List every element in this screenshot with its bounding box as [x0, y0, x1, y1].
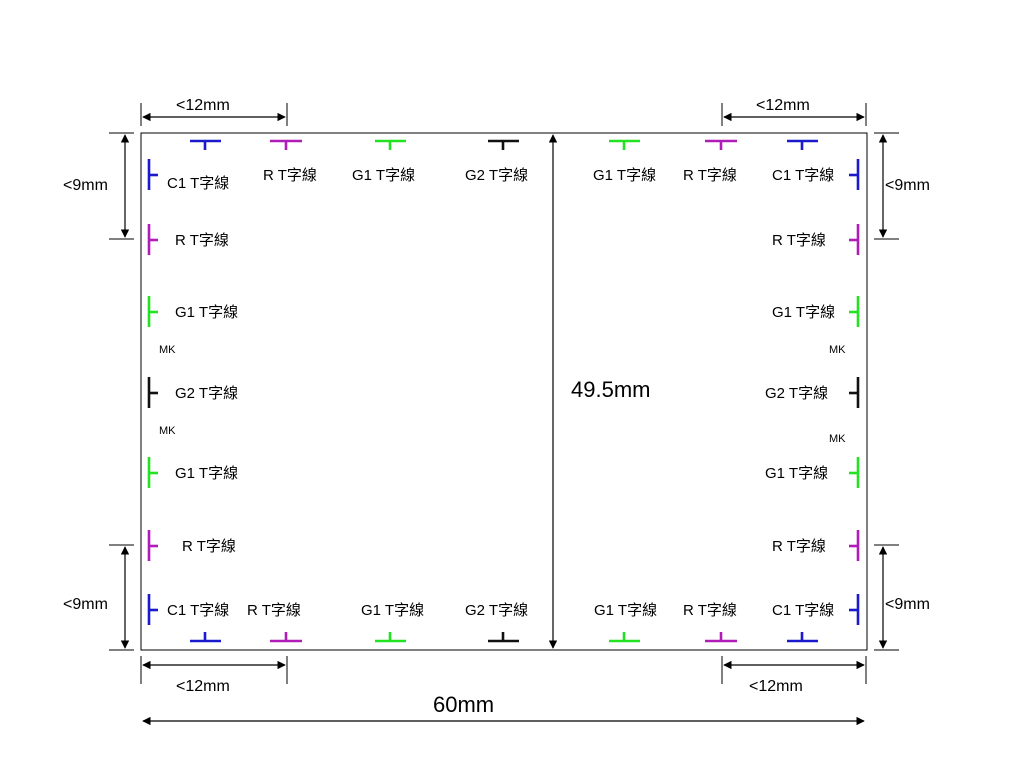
label-left-r: R T字線 [182, 538, 236, 555]
t-mark-right-g1 [849, 457, 860, 488]
label-top-left-c1: C1 T字線 [167, 175, 229, 192]
t-mark-right-c1 [849, 594, 860, 625]
width-total-label: 60mm [433, 692, 494, 717]
label-top-g2: G2 T字線 [465, 167, 528, 184]
label-top-r: R T字線 [683, 167, 737, 184]
t-mark-bottom-c1 [190, 632, 221, 643]
t-mark-right-g2 [849, 377, 860, 408]
label-bottom-r: R T字線 [683, 602, 737, 619]
width-label-top-right: <12mm [756, 97, 810, 114]
t-mark-left-c1 [147, 594, 158, 625]
width-label-top-left: <12mm [176, 97, 230, 114]
label-right-mk: MK [829, 344, 846, 356]
t-mark-bottom-r [705, 632, 737, 643]
label-left-r: R T字線 [175, 232, 229, 249]
t-mark-bottom-g2 [488, 632, 519, 643]
label-right-g1: G1 T字線 [772, 304, 835, 321]
t-mark-top-r [270, 139, 302, 150]
t-mark-bottom-g1 [375, 632, 406, 643]
label-bottom-right-c1: C1 T字線 [772, 602, 834, 619]
label-right-r: R T字線 [772, 232, 826, 249]
t-mark-right-c1 [849, 159, 860, 190]
t-mark-left-r [147, 530, 158, 561]
label-top-g1: G1 T字線 [593, 167, 656, 184]
label-left-g1: G1 T字線 [175, 465, 238, 482]
label-left-mk: MK [159, 425, 176, 437]
t-mark-bottom-c1 [787, 632, 818, 643]
t-mark-right-r [849, 224, 860, 255]
height-label-left-bottom: <9mm [63, 596, 108, 613]
t-mark-top-g1 [609, 139, 640, 150]
label-bottom-g1: G1 T字線 [594, 602, 657, 619]
label-top-right-c1: C1 T字線 [772, 167, 834, 184]
height-label-right-top: <9mm [885, 177, 930, 194]
label-right-r: R T字線 [772, 538, 826, 555]
t-mark-right-g1 [849, 296, 860, 327]
label-bottom-left-c1: C1 T字線 [167, 602, 229, 619]
label-left-mk: MK [159, 344, 176, 356]
t-mark-left-c1 [147, 159, 158, 190]
width-label-bottom-left: <12mm [176, 678, 230, 695]
t-mark-right-r [849, 530, 860, 561]
label-left-g2: G2 T字線 [175, 385, 238, 402]
label-right-g1: G1 T字線 [765, 465, 828, 482]
label-left-g1: G1 T字線 [175, 304, 238, 321]
t-mark-left-g1 [147, 296, 158, 327]
label-top-g1: G1 T字線 [352, 167, 415, 184]
t-mark-bottom-g1 [609, 632, 640, 643]
label-top-r: R T字線 [263, 167, 317, 184]
label-right-mk: MK [829, 433, 846, 445]
t-mark-top-r [705, 139, 737, 150]
t-mark-top-c1 [787, 139, 818, 150]
t-mark-top-g2 [488, 139, 519, 150]
board-outline [140, 132, 868, 651]
label-right-g2: G2 T字線 [765, 385, 828, 402]
t-mark-left-r [147, 224, 158, 255]
label-bottom-g1: G1 T字線 [361, 602, 424, 619]
t-line-markers [147, 139, 860, 643]
height-total-label: 49.5mm [571, 377, 650, 402]
t-mark-top-c1 [190, 139, 221, 150]
height-label-right-bottom: <9mm [885, 596, 930, 613]
width-label-bottom-right: <12mm [749, 678, 803, 695]
t-mark-bottom-r [270, 632, 302, 643]
label-bottom-r: R T字線 [247, 602, 301, 619]
t-mark-left-g2 [147, 377, 158, 408]
height-label-left-top: <9mm [63, 177, 108, 194]
label-bottom-g2: G2 T字線 [465, 602, 528, 619]
t-mark-top-g1 [375, 139, 406, 150]
t-mark-left-g1 [147, 457, 158, 488]
